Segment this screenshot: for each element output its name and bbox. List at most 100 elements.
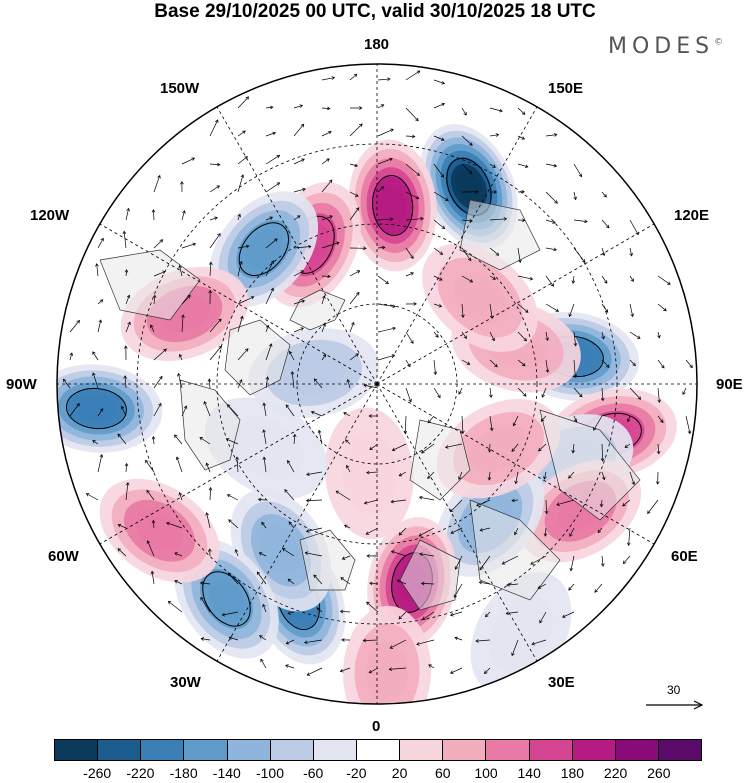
wind-arrow bbox=[517, 190, 525, 194]
wind-arrow bbox=[306, 667, 323, 676]
lon-label-60w: 60W bbox=[48, 548, 79, 565]
wind-arrow bbox=[377, 303, 397, 309]
wind-arrow bbox=[545, 359, 550, 373]
wind-arrow bbox=[629, 275, 634, 282]
wind-arrow bbox=[545, 247, 557, 252]
wind-arrow bbox=[265, 216, 274, 221]
wind-arrow bbox=[461, 303, 465, 319]
wind-arrow bbox=[167, 600, 183, 613]
wind-arrow bbox=[349, 191, 359, 197]
wind-arrow bbox=[150, 324, 155, 333]
wind-arrow bbox=[512, 415, 519, 427]
map-border bbox=[56, 63, 698, 705]
wind-arrow bbox=[600, 387, 605, 402]
graticule bbox=[57, 64, 697, 704]
wind-arrow bbox=[514, 527, 519, 536]
wind-arrow bbox=[657, 331, 661, 339]
wind-arrow bbox=[657, 303, 667, 312]
wind-arrow bbox=[433, 219, 446, 230]
wind-arrow bbox=[657, 415, 664, 424]
colorbar-tick-label: 180 bbox=[560, 765, 585, 781]
wind-arrow bbox=[460, 415, 465, 435]
wind-arrow bbox=[573, 387, 583, 398]
wind-arrow bbox=[237, 156, 248, 165]
arrow-right-icon bbox=[646, 700, 704, 710]
wind-arrow bbox=[153, 402, 162, 417]
wind-arrow bbox=[427, 471, 435, 479]
wind-arrow bbox=[235, 456, 239, 473]
wind-arrow bbox=[178, 353, 183, 361]
wind-arrow bbox=[262, 456, 267, 473]
wind-arrow bbox=[124, 345, 128, 361]
wind-arrow bbox=[388, 667, 407, 671]
wind-arrow bbox=[377, 104, 385, 109]
wind-arrow bbox=[569, 527, 575, 537]
wind-arrow bbox=[444, 443, 463, 449]
wind-arrow bbox=[362, 638, 379, 643]
wind-arrow bbox=[262, 603, 267, 613]
anomaly-center bbox=[436, 398, 561, 499]
wind-arrow bbox=[306, 471, 323, 477]
wind-arrow bbox=[573, 331, 578, 347]
wind-arrow bbox=[517, 107, 526, 115]
wind-arrow bbox=[153, 375, 163, 389]
wind-arrow bbox=[571, 275, 576, 284]
wind-arrow bbox=[349, 73, 358, 81]
wind-arrow bbox=[260, 658, 267, 669]
wind-arrow bbox=[461, 107, 467, 116]
wind-arrow bbox=[200, 637, 211, 641]
wind-arrow bbox=[405, 191, 420, 200]
wind-arrow bbox=[257, 497, 267, 502]
coastline bbox=[99, 249, 201, 321]
wind-arrow bbox=[304, 639, 323, 645]
wind-arrow bbox=[594, 583, 603, 593]
wind-arrow bbox=[369, 581, 379, 586]
wind-arrow bbox=[288, 350, 295, 361]
wind-arrow bbox=[398, 471, 407, 477]
wind-arrow bbox=[458, 387, 463, 395]
wind-arrow bbox=[489, 415, 494, 432]
wind-arrow bbox=[478, 580, 491, 585]
wind-arrow bbox=[310, 410, 323, 417]
wind-arrow bbox=[544, 499, 549, 515]
wind-arrow bbox=[346, 378, 351, 389]
wind-arrow bbox=[483, 667, 491, 674]
wind-arrow bbox=[685, 415, 692, 435]
wind-arrow bbox=[237, 348, 249, 361]
wind-arrow bbox=[285, 664, 295, 669]
colorbar-tick-label: 100 bbox=[474, 765, 498, 781]
wind-arrow bbox=[562, 611, 575, 618]
lon-label-120e: 120E bbox=[674, 207, 710, 224]
wind-arrow bbox=[433, 163, 445, 178]
wind-arrow bbox=[225, 438, 239, 445]
wind-arrow bbox=[419, 552, 435, 557]
wind-arrow bbox=[398, 611, 407, 620]
wind-arrow bbox=[405, 302, 417, 306]
lon-label-90e: 90E bbox=[716, 376, 743, 393]
wind-arrow bbox=[256, 571, 267, 585]
wind-arrow bbox=[657, 387, 662, 404]
wind-arrow bbox=[321, 322, 326, 333]
wind-arrow bbox=[265, 376, 270, 389]
wind-arrow bbox=[647, 499, 659, 515]
wind-arrow bbox=[461, 219, 473, 223]
wind-arrow bbox=[433, 275, 443, 281]
wind-arrow bbox=[344, 439, 351, 445]
wind-arrow bbox=[209, 345, 222, 361]
wind-arrow bbox=[339, 667, 351, 673]
wind-arrow bbox=[69, 319, 80, 333]
meridian bbox=[99, 223, 378, 385]
wind-arrow bbox=[122, 230, 127, 249]
wind-arrow bbox=[207, 548, 212, 557]
wind-arrow bbox=[433, 247, 444, 255]
wind-arrow bbox=[321, 295, 326, 305]
wind-arrow bbox=[199, 581, 211, 585]
wind-arrow bbox=[290, 371, 295, 389]
lon-label-60e: 60E bbox=[671, 548, 698, 565]
meridian bbox=[376, 223, 655, 385]
wind-arrow bbox=[285, 404, 295, 417]
colorbar-tick-label: -220 bbox=[126, 765, 155, 781]
wind-arrow bbox=[537, 583, 547, 589]
wind-arrow bbox=[501, 555, 519, 565]
wind-arrow bbox=[511, 498, 519, 503]
